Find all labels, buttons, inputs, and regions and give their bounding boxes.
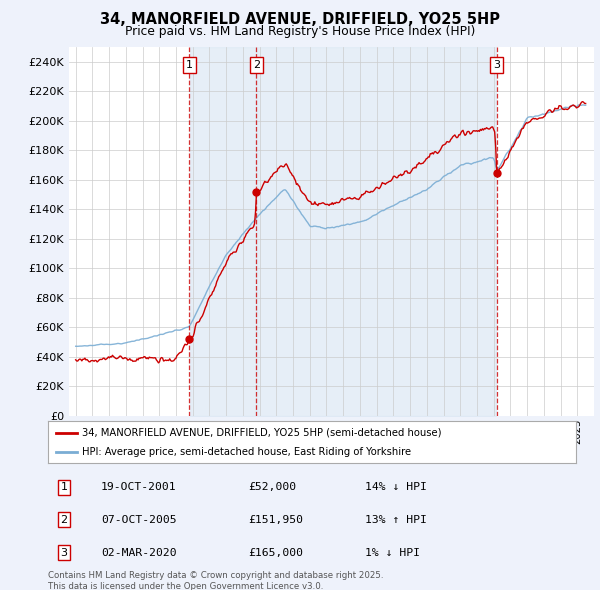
Text: 2: 2 <box>60 515 67 525</box>
Text: 3: 3 <box>61 548 67 558</box>
Text: 02-MAR-2020: 02-MAR-2020 <box>101 548 176 558</box>
Text: 2: 2 <box>253 60 260 70</box>
Text: 07-OCT-2005: 07-OCT-2005 <box>101 515 176 525</box>
Text: 3: 3 <box>493 60 500 70</box>
Text: 1: 1 <box>186 60 193 70</box>
Text: £52,000: £52,000 <box>248 482 297 492</box>
Text: 1% ↓ HPI: 1% ↓ HPI <box>365 548 420 558</box>
Text: HPI: Average price, semi-detached house, East Riding of Yorkshire: HPI: Average price, semi-detached house,… <box>82 447 412 457</box>
Text: 14% ↓ HPI: 14% ↓ HPI <box>365 482 427 492</box>
Text: £165,000: £165,000 <box>248 548 304 558</box>
Text: 1: 1 <box>61 482 67 492</box>
Text: 34, MANORFIELD AVENUE, DRIFFIELD, YO25 5HP: 34, MANORFIELD AVENUE, DRIFFIELD, YO25 5… <box>100 12 500 27</box>
Text: 34, MANORFIELD AVENUE, DRIFFIELD, YO25 5HP (semi-detached house): 34, MANORFIELD AVENUE, DRIFFIELD, YO25 5… <box>82 428 442 438</box>
Text: £151,950: £151,950 <box>248 515 304 525</box>
Text: 19-OCT-2001: 19-OCT-2001 <box>101 482 176 492</box>
Text: 13% ↑ HPI: 13% ↑ HPI <box>365 515 427 525</box>
Text: Contains HM Land Registry data © Crown copyright and database right 2025.
This d: Contains HM Land Registry data © Crown c… <box>48 571 383 590</box>
Text: Price paid vs. HM Land Registry's House Price Index (HPI): Price paid vs. HM Land Registry's House … <box>125 25 475 38</box>
